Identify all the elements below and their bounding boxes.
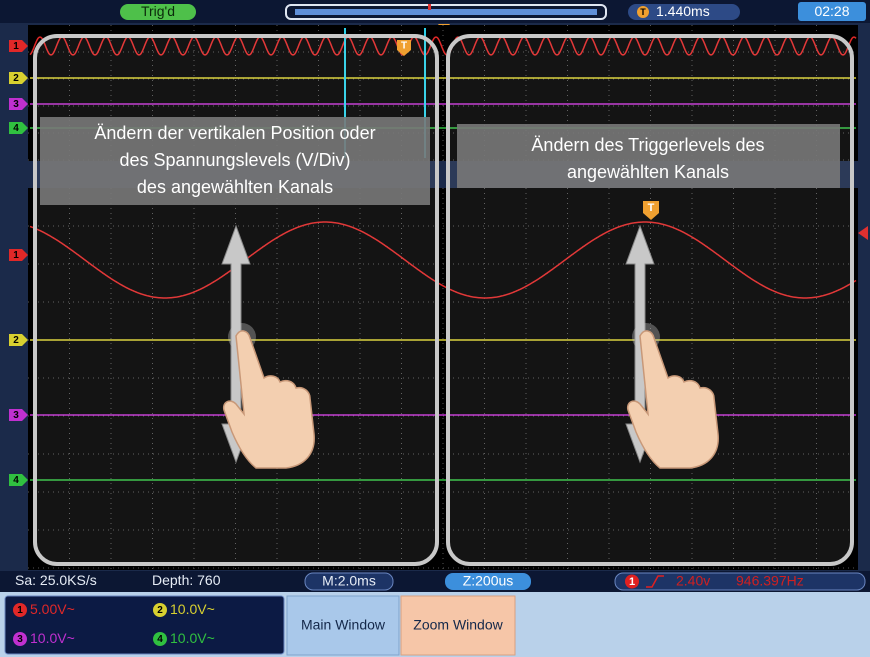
hand [626,330,719,469]
hint-text: des Spannungslevels (V/Div) [119,150,350,170]
channel-tag [9,409,28,421]
hint-text: angewählten Kanals [567,162,729,182]
channel-tag-label: 3 [13,99,19,110]
main-window-button[interactable] [286,595,400,656]
channel-tag [9,474,28,486]
gestures [221,224,719,469]
channel-tag-label: 3 [13,410,19,421]
zoom-window-button[interactable] [400,595,516,656]
waveform [29,221,857,299]
trigger-tag-label: T [401,41,407,52]
clock: 02:28 [814,3,849,19]
hint-box [40,117,430,205]
trigger-info-pill [614,572,866,591]
channel-tag-label: 2 [13,335,19,346]
channel-tag-label: 1 [13,250,19,261]
channel-number: 3 [17,634,23,645]
trigger-icon [637,6,649,18]
channel-tag [9,334,28,346]
channel-tag [9,122,28,134]
clock-box [798,2,866,21]
frequency: 946.397Hz [736,573,804,589]
channel-number: 1 [17,605,23,616]
channel-markers: 1 2 3 4 1 2 3 4 [9,40,28,486]
channel-scale[interactable]: 10.0V~ [30,630,75,646]
memory-trigger [428,4,431,10]
channel-tag-label: 1 [13,41,19,52]
channel-tag-label: 4 [13,123,19,134]
hint-box [457,124,840,188]
channel-scale[interactable]: 10.0V~ [170,630,215,646]
channel-icon [153,603,167,617]
channel-tag-label: 4 [13,475,19,486]
hand [222,330,315,469]
main-timebase: M:2.0ms [322,573,376,589]
hint-text: des angewählten Kanals [137,177,333,197]
trigger-state-pill [120,4,196,20]
time-offset-pill [628,4,740,20]
channel-scales: 1 5.00V~ 2 10.0V~ 3 10.0V~ 4 10.0V~ [13,601,215,646]
channel-scale[interactable]: 5.00V~ [30,601,75,617]
hint-text: Ändern der vertikalen Position oder [94,123,375,143]
depth: Depth: 760 [152,572,221,588]
main-window-label: Main Window [301,617,386,633]
double-arrow [625,224,655,464]
channel-tag [9,98,28,110]
trigger-tag [397,40,411,56]
channel-tag [9,249,28,261]
trigger-tag-label: T [648,202,655,214]
memory-window [295,9,597,15]
trigger-level-marker [858,226,868,240]
trigger-level: 2.40v [676,573,710,589]
trigger-icon-label: T [640,7,646,17]
double-arrow [221,224,251,464]
channel-tag-label: 2 [13,73,19,84]
trigger-channel-icon [625,574,639,589]
zoom-timebase: Z:200us [463,573,514,589]
channel-number: 4 [157,634,163,645]
main-timebase-pill [304,572,394,591]
channel-tag [9,72,28,84]
trigger-slope [646,575,664,588]
channel-icon [153,632,167,646]
hints: Ändern der vertikalen Position oder des S… [94,123,764,197]
zoom-timebase-pill [445,573,531,590]
trigger-marker: T T [397,40,659,220]
time-offset: 1.440ms [656,3,710,19]
sample-rate: Sa: 25.0KS/s [15,572,97,588]
waveform [29,36,857,56]
trigger-tag [643,201,659,220]
channel-icon [13,632,27,646]
channel-tag [9,40,28,52]
trigger-channel: 1 [629,576,635,588]
channel-number: 2 [157,605,163,616]
trigger-state: Trig'd [141,3,175,19]
gesture-panel [446,34,854,566]
channel-panel[interactable] [4,595,285,655]
zoom-window-label: Zoom Window [413,617,503,633]
channel-icon [13,603,27,617]
channel-scale[interactable]: 10.0V~ [170,601,215,617]
hint-text: Ändern des Triggerlevels des [531,135,764,155]
